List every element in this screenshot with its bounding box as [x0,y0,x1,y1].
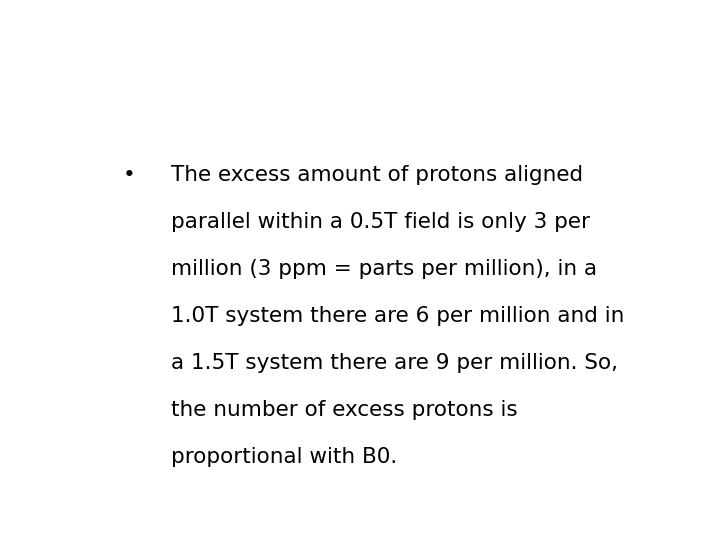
Text: the number of excess protons is: the number of excess protons is [171,400,518,420]
Text: proportional with B0.: proportional with B0. [171,447,397,467]
Text: million (3 ppm = parts per million), in a: million (3 ppm = parts per million), in … [171,259,597,279]
Text: 1.0T system there are 6 per million and in: 1.0T system there are 6 per million and … [171,306,624,326]
Text: parallel within a 0.5T field is only 3 per: parallel within a 0.5T field is only 3 p… [171,212,590,232]
Text: •: • [122,165,135,185]
Text: a 1.5T system there are 9 per million. So,: a 1.5T system there are 9 per million. S… [171,353,618,373]
Text: The excess amount of protons aligned: The excess amount of protons aligned [171,165,583,185]
